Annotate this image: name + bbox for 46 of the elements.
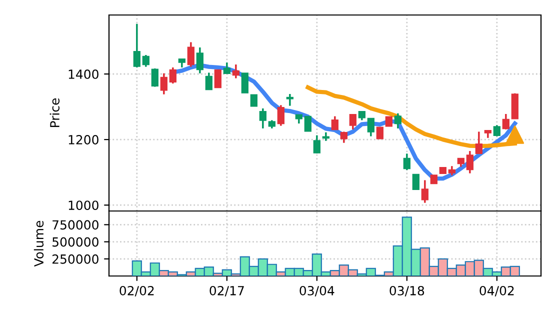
candlestick [232, 64, 240, 80]
candlestick [205, 72, 212, 90]
x-tick-label: 03/18 [390, 286, 424, 296]
candlestick [394, 112, 402, 130]
candlestick [214, 69, 222, 88]
candlestick [493, 124, 500, 138]
x-tick-label: 04/02 [480, 286, 514, 296]
candlestick [160, 72, 168, 96]
y-axis-title: Price [50, 98, 60, 128]
candlestick [340, 130, 348, 144]
candlestick [304, 116, 312, 132]
candlestick [331, 115, 338, 130]
candlestick [241, 72, 248, 94]
x-tick-label: 02/02 [120, 286, 154, 296]
candlestick [502, 113, 510, 130]
x-tick-label: 03/04 [300, 286, 334, 296]
y-tick-label: 750000 [52, 220, 98, 230]
candlestick [385, 116, 392, 127]
candlestick [250, 94, 258, 107]
candlestick [376, 126, 384, 140]
candlestick [169, 66, 176, 84]
candlestick [475, 130, 482, 154]
candlestick [448, 165, 456, 176]
candlestick [313, 134, 320, 154]
candlestick [412, 174, 420, 190]
y-tick-label: 1400 [68, 69, 98, 79]
y-tick-label: 500000 [52, 237, 98, 247]
y-axis-title: Volume [34, 220, 44, 267]
candlestick [259, 108, 266, 130]
candlestick [196, 46, 204, 74]
candlestick [187, 41, 194, 68]
candlestick [223, 62, 230, 74]
candlestick [403, 152, 410, 171]
candlestick [286, 93, 294, 107]
candlestick [142, 54, 150, 68]
candlestick [277, 104, 284, 127]
candlestick [466, 150, 474, 174]
y-tick-label: 1200 [68, 135, 98, 144]
x-tick-label: 02/17 [210, 286, 244, 296]
candlestick [421, 179, 428, 204]
candlestick [133, 22, 140, 68]
y-tick-label: 250000 [52, 254, 98, 264]
candlestick [151, 68, 158, 88]
y-tick-label: 1000 [68, 200, 98, 210]
candlestick [349, 114, 356, 130]
candlestick [367, 118, 374, 138]
